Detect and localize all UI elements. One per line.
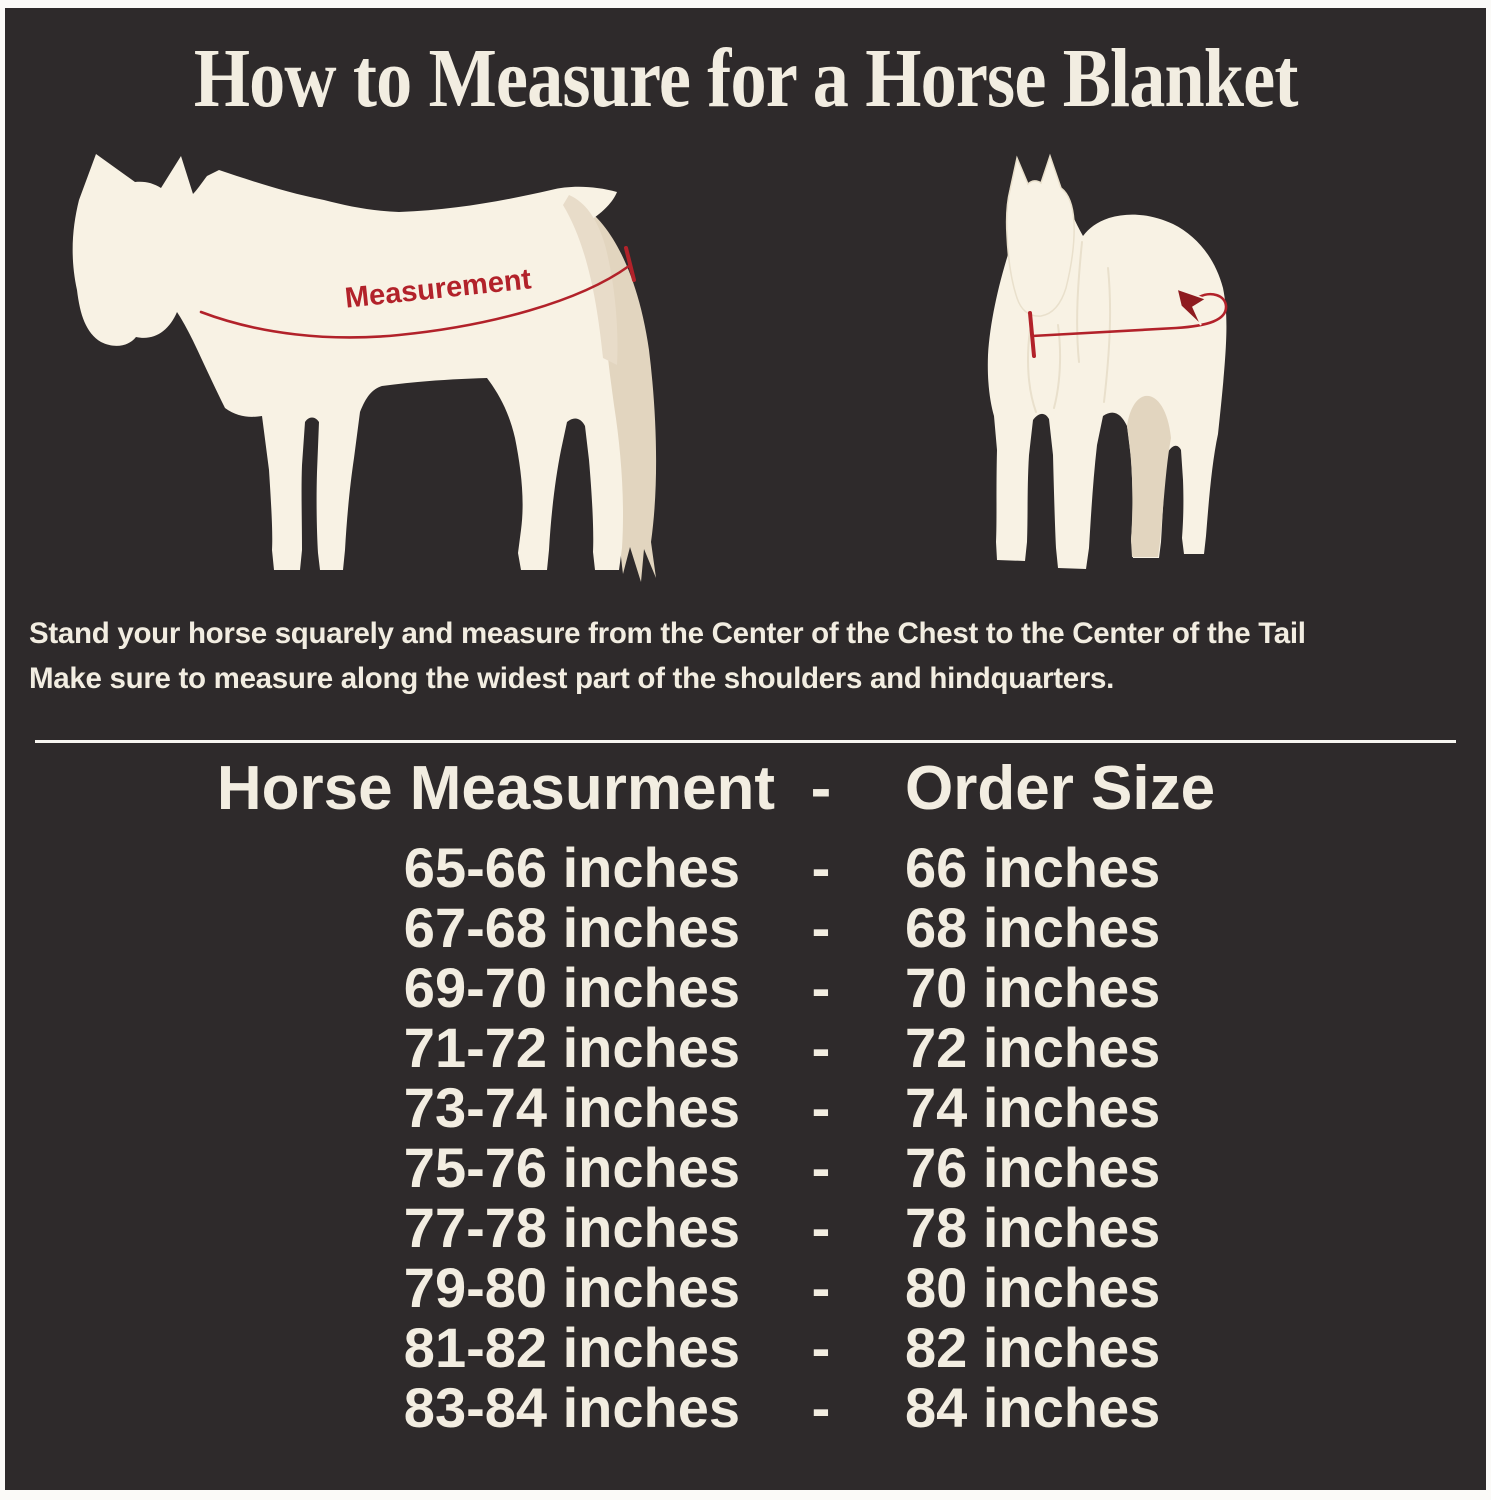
instructions-line-1: Stand your horse squarely and measure fr… [29,617,1306,650]
measurement-cell: 67-68 inches [403,896,740,959]
row-separator: - [811,1196,831,1259]
rump-shading [563,195,618,365]
size-chart-header: Horse Measurment - Order Size [5,756,1486,822]
infographic-panel: How to Measure for a Horse Blanket Measu… [5,8,1486,1490]
size-cell: 66 inches [905,836,1161,899]
measurement-cell: 77-78 inches [403,1196,740,1259]
row-separator: - [811,896,831,959]
table-row: 81-82 inches - 82 inches [5,1318,1486,1378]
size-cell: 78 inches [905,1196,1161,1259]
wrap-around-arrow-line [1030,293,1228,338]
measurement-cell: 73-74 inches [403,1076,740,1139]
row-separator: - [811,1076,831,1139]
row-separator: - [811,1316,831,1379]
girth-measurement-line [199,264,631,339]
table-row: 69-70 inches - 70 inches [5,958,1486,1018]
table-row: 77-78 inches - 78 inches [5,1198,1486,1258]
side-horse-illustration: Measurement [72,154,657,582]
size-cell: 68 inches [905,896,1161,959]
measurement-cell: 69-70 inches [403,956,740,1019]
table-row: 83-84 inches - 84 inches [5,1378,1486,1438]
size-cell: 76 inches [905,1136,1161,1199]
measuring-instructions: Stand your horse squarely and measure fr… [29,611,1486,701]
table-row: 75-76 inches - 76 inches [5,1138,1486,1198]
table-row: 79-80 inches - 80 inches [5,1258,1486,1318]
arrow-head [1175,287,1208,326]
size-cell: 80 inches [905,1256,1161,1319]
size-cell: 84 inches [905,1376,1161,1439]
size-chart: Horse Measurment - Order Size 65-66 inch… [5,756,1486,1438]
table-row: 73-74 inches - 74 inches [5,1078,1486,1138]
divider-line [35,740,1456,743]
chest-tick [1028,311,1036,358]
row-separator: - [811,1376,831,1439]
page-title: How to Measure for a Horse Blanket [5,30,1486,127]
page-title-text: How to Measure for a Horse Blanket [193,32,1299,125]
size-cell: 72 inches [905,1016,1161,1079]
front-horse-illustration [987,153,1228,569]
measurement-figures: Measurement [5,150,1486,620]
table-row: 71-72 inches - 72 inches [5,1018,1486,1078]
measurement-column-header: Horse Measurment [216,754,775,823]
side-horse-silhouette [72,154,624,570]
table-row: 67-68 inches - 68 inches [5,898,1486,958]
header-separator: - [810,754,832,823]
row-separator: - [811,836,831,899]
size-chart-rows: 65-66 inches - 66 inches 67-68 inches - … [5,838,1486,1438]
size-column-header: Order Size [905,754,1216,823]
row-separator: - [811,1256,831,1319]
side-horse-tail [575,205,657,582]
measurement-cell: 83-84 inches [403,1376,740,1439]
table-row: 65-66 inches - 66 inches [5,838,1486,898]
instructions-line-2: Make sure to measure along the widest pa… [29,662,1115,695]
front-hind-leg-shade [1127,395,1171,557]
measurement-cell: 79-80 inches [403,1256,740,1319]
size-cell: 82 inches [905,1316,1161,1379]
size-cell: 70 inches [905,956,1161,1019]
tail-end-tick [624,246,636,282]
measurement-cell: 65-66 inches [403,836,740,899]
row-separator: - [811,1136,831,1199]
measurement-cell: 81-82 inches [403,1316,740,1379]
measurement-cell: 71-72 inches [403,1016,740,1079]
row-separator: - [811,956,831,1019]
measurement-cell: 75-76 inches [403,1136,740,1199]
front-horse-head [1005,153,1075,317]
size-cell: 74 inches [905,1076,1161,1139]
row-separator: - [811,1016,831,1079]
